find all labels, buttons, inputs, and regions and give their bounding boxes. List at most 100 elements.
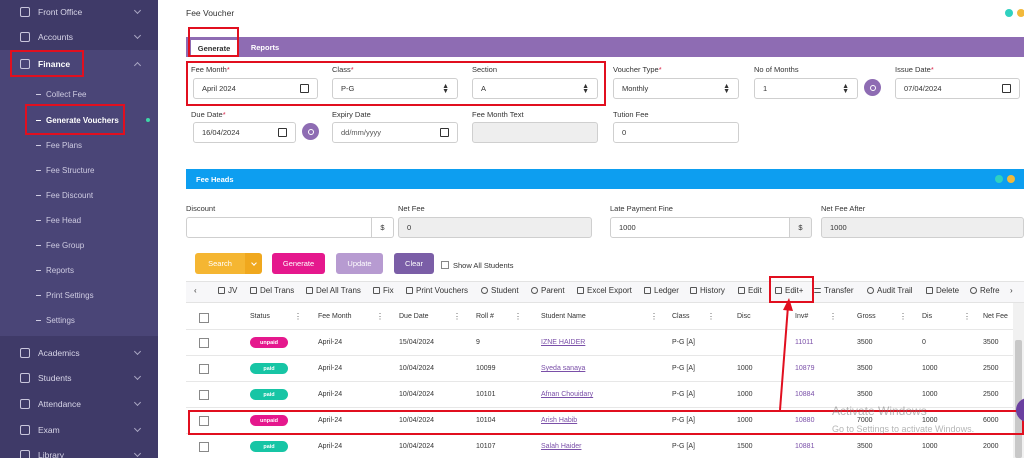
column-menu-icon[interactable]: ⋮ bbox=[963, 312, 971, 321]
audit-trail-button[interactable]: Audit Trail bbox=[867, 286, 913, 295]
fee-month-text-input[interactable] bbox=[472, 122, 598, 143]
col-header-gross[interactable]: Gross bbox=[857, 313, 876, 320]
tab-generate[interactable]: Generate bbox=[191, 40, 237, 57]
del-all-trans-button[interactable]: Del All Trans bbox=[306, 286, 361, 295]
column-menu-icon[interactable]: ⋮ bbox=[514, 312, 522, 321]
row-checkbox[interactable] bbox=[199, 338, 209, 348]
net-fee-input[interactable]: 0 bbox=[398, 217, 592, 238]
issue-date-input[interactable]: 07/04/2024 bbox=[895, 78, 1020, 99]
col-header-dis[interactable]: Dis bbox=[922, 313, 933, 320]
library-icon bbox=[20, 450, 30, 458]
print-vouchers-button[interactable]: Print Vouchers bbox=[406, 286, 468, 295]
generate-button[interactable]: Generate bbox=[272, 253, 325, 274]
fix-button[interactable]: Fix bbox=[373, 286, 394, 295]
student-button[interactable]: Student bbox=[481, 286, 519, 295]
scroll-right-icon[interactable]: › bbox=[1010, 286, 1013, 295]
floating-menu-button[interactable] bbox=[1016, 398, 1024, 422]
section-select[interactable]: A ▲ ▼ bbox=[472, 78, 598, 99]
sidebar-sub-fee-head[interactable]: Fee Head bbox=[0, 209, 158, 231]
cell-student-name-link[interactable]: Salah Haider bbox=[541, 443, 582, 450]
column-menu-icon[interactable]: ⋮ bbox=[899, 312, 907, 321]
cell-student-name-link[interactable]: Arish Habib bbox=[541, 417, 578, 424]
sidebar-sub-settings[interactable]: Settings bbox=[0, 309, 158, 331]
search-dropdown-button[interactable] bbox=[245, 253, 262, 274]
jv-button[interactable]: JV bbox=[218, 286, 237, 295]
cell-inv[interactable]: 11011 bbox=[795, 339, 814, 346]
sidebar-item-library[interactable]: Library bbox=[0, 443, 158, 458]
del-trans-button[interactable]: Del Trans bbox=[250, 286, 294, 295]
col-header-student-name[interactable]: Student Name bbox=[541, 313, 586, 320]
row-checkbox[interactable] bbox=[199, 442, 209, 452]
cell-student-name-link[interactable]: IZNE HAIDER bbox=[541, 339, 586, 346]
scroll-left-icon[interactable]: ‹ bbox=[194, 286, 197, 295]
tab-reports[interactable]: Reports bbox=[250, 42, 280, 52]
fee-month-input[interactable]: April 2024 bbox=[193, 78, 318, 99]
transfer-button[interactable]: Transfer bbox=[814, 286, 854, 295]
cell-inv[interactable]: 10879 bbox=[795, 365, 815, 372]
edit-button[interactable]: Edit bbox=[738, 286, 762, 295]
tution-fee-input[interactable]: 0 bbox=[613, 122, 739, 143]
sidebar-item-front-office[interactable]: Front Office bbox=[0, 0, 158, 24]
sidebar-sub-fee-group[interactable]: Fee Group bbox=[0, 234, 158, 256]
row-checkbox[interactable] bbox=[199, 416, 209, 426]
column-menu-icon[interactable]: ⋮ bbox=[650, 312, 658, 321]
column-menu-icon[interactable]: ⋮ bbox=[829, 312, 837, 321]
col-header-net-fee[interactable]: Net Fee bbox=[983, 313, 1008, 320]
sidebar-sub-collect-fee[interactable]: Collect Fee bbox=[0, 83, 158, 105]
delete-button[interactable]: Delete bbox=[926, 286, 959, 295]
late-fine-input[interactable]: 1000 bbox=[610, 217, 790, 238]
sidebar-item-academics[interactable]: Academics bbox=[0, 341, 158, 365]
no-months-select[interactable]: 1 ▲ ▼ bbox=[754, 78, 858, 99]
sidebar-item-finance[interactable]: Finance bbox=[0, 52, 158, 76]
history-button[interactable]: History bbox=[690, 286, 725, 295]
net-after-input[interactable]: 1000 bbox=[821, 217, 1024, 238]
cell-inv[interactable]: 10881 bbox=[795, 443, 815, 450]
sidebar-sub-fee-plans[interactable]: Fee Plans bbox=[0, 134, 158, 156]
column-menu-icon[interactable]: ⋮ bbox=[707, 312, 715, 321]
show-all-checkbox[interactable] bbox=[441, 261, 449, 269]
expiry-date-input[interactable]: dd/mm/yyyy bbox=[332, 122, 458, 143]
ledger-button[interactable]: Ledger bbox=[644, 286, 679, 295]
col-header-status[interactable]: Status bbox=[250, 313, 270, 320]
column-menu-icon[interactable]: ⋮ bbox=[376, 312, 384, 321]
update-button[interactable]: Update bbox=[336, 253, 383, 274]
col-header-disc[interactable]: Disc bbox=[737, 313, 751, 320]
cell-inv[interactable]: 10884 bbox=[795, 391, 815, 398]
excel-export-button[interactable]: Excel Export bbox=[577, 286, 632, 295]
months-search-button[interactable] bbox=[864, 79, 881, 96]
class-select[interactable]: P-G ▲ ▼ bbox=[332, 78, 458, 99]
sidebar-sub-fee-discount[interactable]: Fee Discount bbox=[0, 184, 158, 206]
sidebar-item-attendance[interactable]: Attendance bbox=[0, 392, 158, 416]
row-checkbox[interactable] bbox=[199, 390, 209, 400]
col-header-fee-month[interactable]: Fee Month bbox=[318, 313, 352, 320]
due-date-search-button[interactable] bbox=[302, 123, 319, 140]
cell-student-name-link[interactable]: Syeda sanaya bbox=[541, 365, 586, 372]
refresh-button[interactable]: Refre bbox=[970, 286, 1000, 295]
parent-button[interactable]: Parent bbox=[531, 286, 565, 295]
sidebar-sub-reports[interactable]: Reports bbox=[0, 259, 158, 281]
cell-inv[interactable]: 10880 bbox=[795, 417, 815, 424]
voucher-type-select[interactable]: Monthly ▲ ▼ bbox=[613, 78, 739, 99]
clear-button[interactable]: Clear bbox=[394, 253, 434, 274]
cell-student-name-link[interactable]: Afnan Chouidary bbox=[541, 391, 594, 398]
select-all-checkbox[interactable] bbox=[199, 313, 209, 323]
edit-plus-button[interactable]: Edit+ bbox=[775, 286, 803, 295]
sidebar-sub-generate-vouchers[interactable]: Generate Vouchers bbox=[0, 109, 158, 131]
sidebar-sub-print-settings[interactable]: Print Settings bbox=[0, 284, 158, 306]
sidebar-item-label: Students bbox=[38, 373, 72, 383]
col-header-inv[interactable]: Inv# bbox=[795, 313, 809, 320]
sidebar-item-students[interactable]: Students bbox=[0, 366, 158, 390]
sidebar-sub-fee-structure[interactable]: Fee Structure bbox=[0, 159, 158, 181]
row-checkbox[interactable] bbox=[199, 364, 209, 374]
due-date-input[interactable]: 16/04/2024 bbox=[193, 122, 296, 143]
column-menu-icon[interactable]: ⋮ bbox=[294, 312, 302, 321]
sidebar-item-exam[interactable]: Exam bbox=[0, 418, 158, 442]
discount-input[interactable] bbox=[186, 217, 372, 238]
sidebar-item-accounts[interactable]: Accounts bbox=[0, 25, 158, 49]
scrollbar-thumb[interactable] bbox=[1015, 340, 1022, 458]
column-menu-icon[interactable]: ⋮ bbox=[453, 312, 461, 321]
col-header-roll[interactable]: Roll # bbox=[476, 313, 494, 320]
col-header-class[interactable]: Class bbox=[672, 313, 690, 320]
search-button[interactable]: Search bbox=[195, 253, 245, 274]
col-header-due-date[interactable]: Due Date bbox=[399, 313, 429, 320]
